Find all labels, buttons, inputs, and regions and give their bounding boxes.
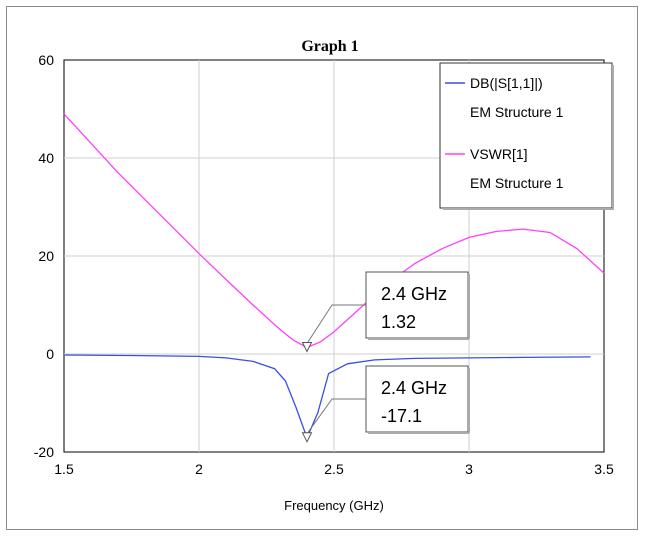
x-tick-label: 2.5 — [324, 461, 344, 477]
x-tick-label: 1.5 — [54, 461, 74, 477]
legend-sublabel-s11: EM Structure 1 — [470, 104, 564, 120]
chart-frame: 1.5 2 2.5 3 3.5 -20 0 20 40 60 Graph 1 Frequency… — [6, 6, 638, 530]
marker-triangle-s11 — [301, 432, 313, 443]
legend: DB(|S[1,1]|) EM Structure 1 VSWR[1] EM S… — [439, 62, 614, 210]
marker-vswr-freq: 2.4 GHz — [381, 284, 447, 304]
marker-s11-freq: 2.4 GHz — [381, 378, 447, 398]
legend-label-s11: DB(|S[1,1]|) — [470, 75, 543, 91]
marker-s11-value: -17.1 — [381, 406, 422, 426]
legend-box — [439, 62, 613, 209]
annotations: 2.4 GHz 1.32 2.4 GHz -17.1 — [301, 271, 470, 443]
marker-s11: 2.4 GHz -17.1 — [301, 365, 470, 443]
chart-title: Graph 1 — [301, 38, 358, 55]
marker-triangle-vswr — [301, 342, 313, 353]
marker-vswr-value: 1.32 — [381, 312, 416, 332]
x-ticks: 1.5 2 2.5 3 3.5 — [54, 461, 614, 477]
marker-leader-vswr — [306, 304, 366, 344]
marker-box-s11 — [365, 365, 469, 433]
series-line-vswr — [63, 113, 605, 349]
y-tick-label: -20 — [34, 444, 54, 460]
y-tick-label: 0 — [46, 346, 54, 362]
y-tick-label: 40 — [38, 150, 54, 166]
y-tick-label: 60 — [38, 52, 54, 68]
legend-label-vswr: VSWR[1] — [470, 146, 528, 162]
x-tick-label: 3.5 — [594, 461, 614, 477]
marker-vswr: 2.4 GHz 1.32 — [301, 271, 470, 353]
marker-leader-s11 — [306, 398, 366, 435]
y-ticks: -20 0 20 40 60 — [34, 52, 54, 460]
chart-svg: 1.5 2 2.5 3 3.5 -20 0 20 40 60 Graph 1 Frequency… — [34, 38, 614, 513]
x-tick-label: 2 — [195, 461, 203, 477]
legend-sublabel-vswr: EM Structure 1 — [470, 175, 564, 191]
marker-box-vswr — [365, 271, 469, 339]
y-tick-label: 20 — [38, 248, 54, 264]
x-axis-label: Frequency (GHz) — [284, 498, 384, 513]
x-tick-label: 3 — [465, 461, 473, 477]
